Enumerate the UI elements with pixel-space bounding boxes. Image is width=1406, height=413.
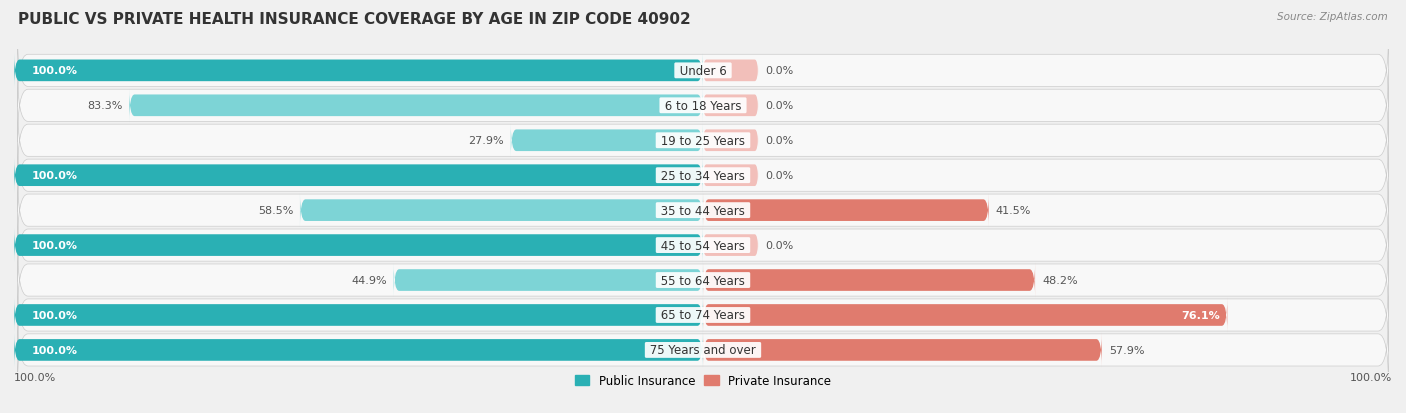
- Text: 58.5%: 58.5%: [257, 206, 292, 216]
- FancyBboxPatch shape: [14, 228, 703, 263]
- Text: 19 to 25 Years: 19 to 25 Years: [657, 134, 749, 147]
- Text: 65 to 74 Years: 65 to 74 Years: [657, 309, 749, 322]
- Text: 100.0%: 100.0%: [31, 345, 77, 355]
- FancyBboxPatch shape: [510, 124, 703, 158]
- Text: 0.0%: 0.0%: [765, 66, 793, 76]
- FancyBboxPatch shape: [14, 159, 703, 193]
- Text: 0.0%: 0.0%: [765, 136, 793, 146]
- Text: 55 to 64 Years: 55 to 64 Years: [657, 274, 749, 287]
- Text: 100.0%: 100.0%: [31, 66, 77, 76]
- FancyBboxPatch shape: [17, 104, 1389, 177]
- FancyBboxPatch shape: [703, 130, 758, 152]
- FancyBboxPatch shape: [17, 140, 1389, 212]
- Text: Source: ZipAtlas.com: Source: ZipAtlas.com: [1277, 12, 1388, 22]
- FancyBboxPatch shape: [17, 314, 1389, 386]
- FancyBboxPatch shape: [17, 244, 1389, 317]
- Text: 100.0%: 100.0%: [31, 171, 77, 181]
- Text: 6 to 18 Years: 6 to 18 Years: [661, 100, 745, 112]
- Text: 100.0%: 100.0%: [1350, 372, 1392, 382]
- FancyBboxPatch shape: [17, 279, 1389, 351]
- Text: 27.9%: 27.9%: [468, 136, 503, 146]
- FancyBboxPatch shape: [17, 209, 1389, 282]
- FancyBboxPatch shape: [703, 194, 988, 228]
- Text: 76.1%: 76.1%: [1181, 310, 1220, 320]
- FancyBboxPatch shape: [703, 235, 758, 256]
- Legend: Public Insurance, Private Insurance: Public Insurance, Private Insurance: [571, 369, 835, 392]
- FancyBboxPatch shape: [299, 194, 703, 228]
- Text: 48.2%: 48.2%: [1042, 275, 1077, 285]
- Text: 100.0%: 100.0%: [14, 372, 56, 382]
- Text: 100.0%: 100.0%: [31, 240, 77, 250]
- FancyBboxPatch shape: [394, 263, 703, 297]
- Text: 0.0%: 0.0%: [765, 101, 793, 111]
- Text: 0.0%: 0.0%: [765, 240, 793, 250]
- Text: 44.9%: 44.9%: [352, 275, 387, 285]
- FancyBboxPatch shape: [703, 263, 1035, 297]
- Text: PUBLIC VS PRIVATE HEALTH INSURANCE COVERAGE BY AGE IN ZIP CODE 40902: PUBLIC VS PRIVATE HEALTH INSURANCE COVER…: [18, 12, 690, 27]
- Text: 25 to 34 Years: 25 to 34 Years: [657, 169, 749, 182]
- Text: 75 Years and over: 75 Years and over: [647, 344, 759, 356]
- FancyBboxPatch shape: [17, 70, 1389, 142]
- FancyBboxPatch shape: [14, 298, 703, 332]
- FancyBboxPatch shape: [14, 54, 703, 88]
- Text: 83.3%: 83.3%: [87, 101, 122, 111]
- Text: 41.5%: 41.5%: [995, 206, 1031, 216]
- FancyBboxPatch shape: [129, 89, 703, 123]
- FancyBboxPatch shape: [17, 35, 1389, 107]
- FancyBboxPatch shape: [703, 95, 758, 117]
- FancyBboxPatch shape: [17, 174, 1389, 247]
- Text: 35 to 44 Years: 35 to 44 Years: [657, 204, 749, 217]
- FancyBboxPatch shape: [14, 333, 703, 367]
- Text: 0.0%: 0.0%: [765, 171, 793, 181]
- Text: 45 to 54 Years: 45 to 54 Years: [657, 239, 749, 252]
- FancyBboxPatch shape: [703, 165, 758, 187]
- Text: Under 6: Under 6: [676, 65, 730, 78]
- FancyBboxPatch shape: [703, 298, 1227, 332]
- Text: 57.9%: 57.9%: [1109, 345, 1144, 355]
- FancyBboxPatch shape: [703, 60, 758, 82]
- FancyBboxPatch shape: [703, 333, 1102, 367]
- Text: 100.0%: 100.0%: [31, 310, 77, 320]
